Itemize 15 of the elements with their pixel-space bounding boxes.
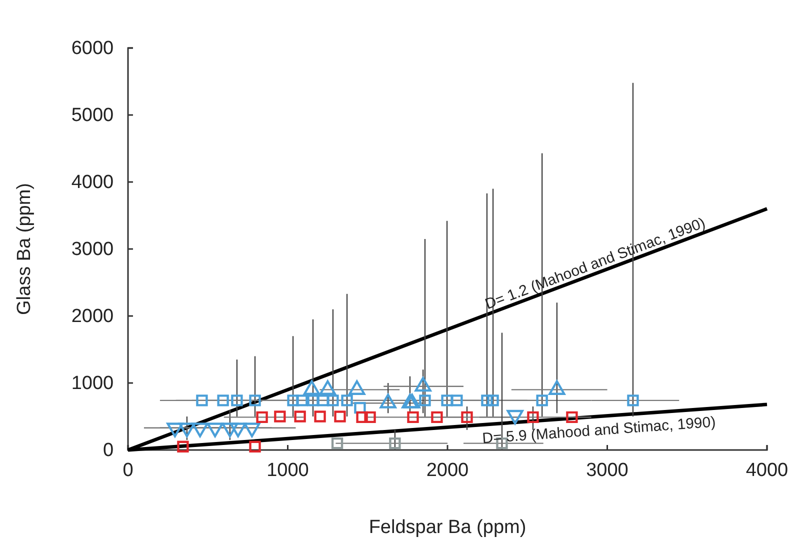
x-axis-title: Feldspar Ba (ppm) (368, 517, 526, 538)
y-tick-label: 5000 (71, 105, 114, 126)
y-tick-label: 6000 (71, 38, 114, 60)
y-tick-label: 2000 (71, 306, 114, 328)
x-tick-label: 1000 (266, 460, 309, 481)
y-tick-label: 4000 (71, 172, 114, 194)
x-tick-label: 0 (122, 460, 134, 481)
annotation: D= 5.9 (Mahood and Stimac, 1990) (482, 414, 716, 448)
y-tick-label: 3000 (71, 239, 114, 260)
x-tick-label: 4000 (746, 460, 788, 481)
x-tick-label: 2000 (426, 460, 469, 481)
y-tick-label: 0 (103, 440, 114, 462)
y-tick-label: 1000 (71, 373, 114, 394)
y-axis-title: Glass Ba (ppm) (14, 183, 35, 315)
x-tick-label: 3000 (586, 460, 628, 481)
